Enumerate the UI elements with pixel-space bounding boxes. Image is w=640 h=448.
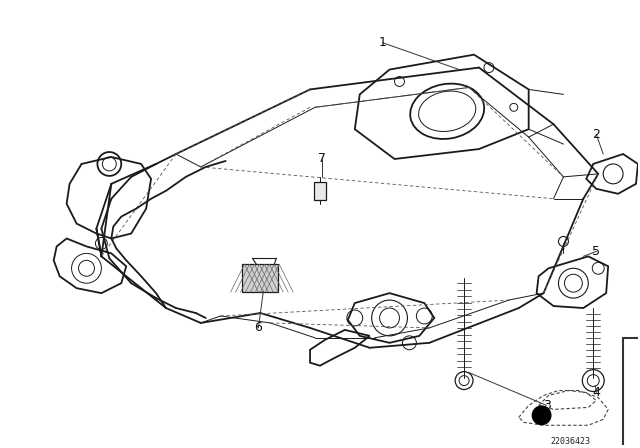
- Circle shape: [532, 405, 552, 425]
- Text: 2: 2: [592, 128, 600, 141]
- Text: 1: 1: [379, 36, 387, 49]
- FancyBboxPatch shape: [314, 182, 326, 200]
- Text: 6: 6: [255, 321, 262, 334]
- Text: 22036423: 22036423: [550, 437, 591, 446]
- FancyBboxPatch shape: [243, 264, 278, 292]
- Text: 3: 3: [543, 399, 550, 412]
- Text: 5: 5: [592, 245, 600, 258]
- Text: 7: 7: [318, 152, 326, 165]
- Text: 4: 4: [592, 386, 600, 399]
